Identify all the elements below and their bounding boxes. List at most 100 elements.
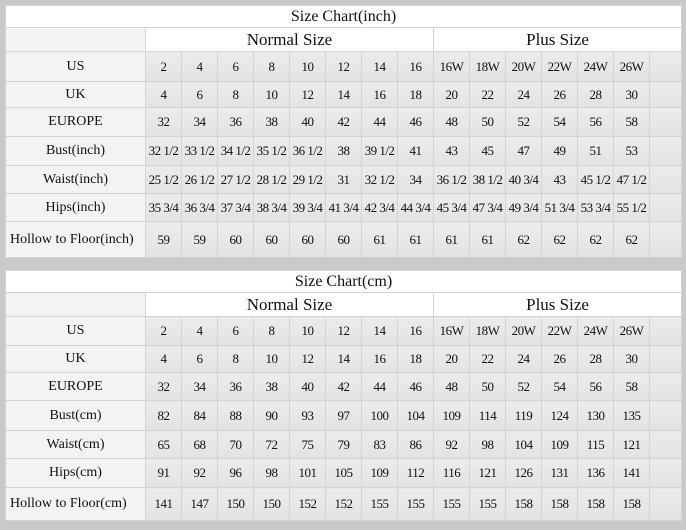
size-value-cell: 40 [289,107,326,137]
size-value-cell: 12 [289,345,326,373]
empty-cell [648,487,683,521]
size-value-cell: 119 [505,400,542,431]
size-value-cell: 39 3/4 [289,193,326,222]
table-row: US 2 4 6 8 10 12 14 16 16W 18W 20W 22W 24W 26W [5,316,683,346]
size-value-cell: 53 [613,136,650,166]
size-value-cell: 4 [181,51,218,82]
size-value-cell: 53 3/4 [577,193,614,222]
size-value-cell: 24W [577,316,614,346]
size-value-cell: 155 [433,487,470,521]
size-value-cell: 6 [181,345,218,373]
size-value-cell: 97 [325,400,362,431]
size-value-cell: 26W [613,51,650,82]
size-value-cell: 34 [181,372,218,401]
size-value-cell: 70 [217,430,254,459]
size-value-cell: 16 [397,316,434,346]
size-value-cell: 92 [433,430,470,459]
table-title: Size Chart(inch) [4,5,683,28]
size-value-cell: 112 [397,458,434,488]
size-value-cell: 26W [613,316,650,346]
size-value-cell: 131 [541,458,578,488]
size-value-cell: 109 [541,430,578,459]
size-value-cell: 62 [541,221,578,258]
size-value-cell: 28 [577,81,614,108]
size-value-cell: 38 [253,372,290,401]
size-value-cell: 40 [289,372,326,401]
group-plus-size: Plus Size [432,27,683,52]
size-value-cell: 24W [577,51,614,82]
table-row: Hips(cm) 91 92 96 98 101 105 109 112 116 121 126 131… [5,458,683,488]
row-label: US [5,316,146,346]
row-label: Hips(inch) [5,193,146,222]
size-value-cell: 2 [145,51,182,82]
size-value-cell: 24 [505,345,542,373]
size-value-cell: 35 1/2 [253,136,290,166]
table-row: Bust(cm) 82 84 88 90 93 97 100 104 109 114 119 124 13… [5,400,683,431]
size-value-cell: 124 [541,400,578,431]
size-value-cell: 109 [361,458,398,488]
size-value-cell: 20 [433,81,470,108]
size-value-cell: 28 1/2 [253,165,290,194]
size-value-cell: 72 [253,430,290,459]
row-label: Hips(cm) [5,458,146,488]
size-value-cell: 92 [181,458,218,488]
size-value-cell: 98 [253,458,290,488]
size-value-cell: 105 [325,458,362,488]
size-value-cell: 43 [433,136,470,166]
row-label: Hollow to Floor(cm) [5,487,146,521]
size-value-cell: 109 [433,400,470,431]
size-value-cell: 141 [613,458,650,488]
size-value-cell: 36 3/4 [181,193,218,222]
empty-cell [648,458,683,488]
size-value-cell: 60 [217,221,254,258]
empty-cell [648,165,683,194]
size-value-cell: 26 1/2 [181,165,218,194]
size-chart-inch: Size Chart(inch) Normal Size Plus Size US 2 4… [4,5,683,258]
size-value-cell: 101 [289,458,326,488]
empty-cell [648,136,683,166]
size-value-cell: 121 [469,458,506,488]
size-value-cell: 42 3/4 [361,193,398,222]
size-value-cell: 30 [613,81,650,108]
size-value-cell: 4 [145,81,182,108]
size-value-cell: 6 [217,316,254,346]
size-value-cell: 2 [145,316,182,346]
size-value-cell: 38 3/4 [253,193,290,222]
size-value-cell: 10 [253,81,290,108]
size-value-cell: 14 [325,81,362,108]
group-normal-size: Normal Size [145,292,434,317]
size-value-cell: 38 [253,107,290,137]
table-row: UK 4 6 8 10 12 14 16 18 20 22 24 26 28 30 [5,81,683,108]
size-value-cell: 41 [397,136,434,166]
size-value-cell: 62 [613,221,650,258]
size-table: Size Chart(inch) Normal Size Plus Size US 2 4… [4,5,683,258]
size-value-cell: 44 [361,107,398,137]
row-label: Waist(cm) [5,430,146,459]
size-value-cell: 68 [181,430,218,459]
size-value-cell: 33 1/2 [181,136,218,166]
size-value-cell: 12 [289,81,326,108]
size-value-cell: 61 [469,221,506,258]
size-value-cell: 59 [181,221,218,258]
size-value-cell: 38 1/2 [469,165,506,194]
size-value-cell: 54 [541,372,578,401]
size-value-cell: 44 3/4 [397,193,434,222]
size-value-cell: 38 [325,136,362,166]
size-value-cell: 14 [361,51,398,82]
size-value-cell: 96 [217,458,254,488]
empty-cell [648,316,683,346]
size-value-cell: 130 [577,400,614,431]
size-value-cell: 61 [361,221,398,258]
size-value-cell: 16 [361,81,398,108]
size-value-cell: 8 [253,316,290,346]
empty-cell [648,221,683,258]
size-value-cell: 158 [613,487,650,521]
size-value-cell: 16 [361,345,398,373]
size-value-cell: 12 [325,51,362,82]
size-value-cell: 49 [541,136,578,166]
size-value-cell: 12 [325,316,362,346]
size-value-cell: 30 [613,345,650,373]
size-value-cell: 32 [145,107,182,137]
title-row: Size Chart(inch) [4,5,683,28]
size-value-cell: 20 [433,345,470,373]
